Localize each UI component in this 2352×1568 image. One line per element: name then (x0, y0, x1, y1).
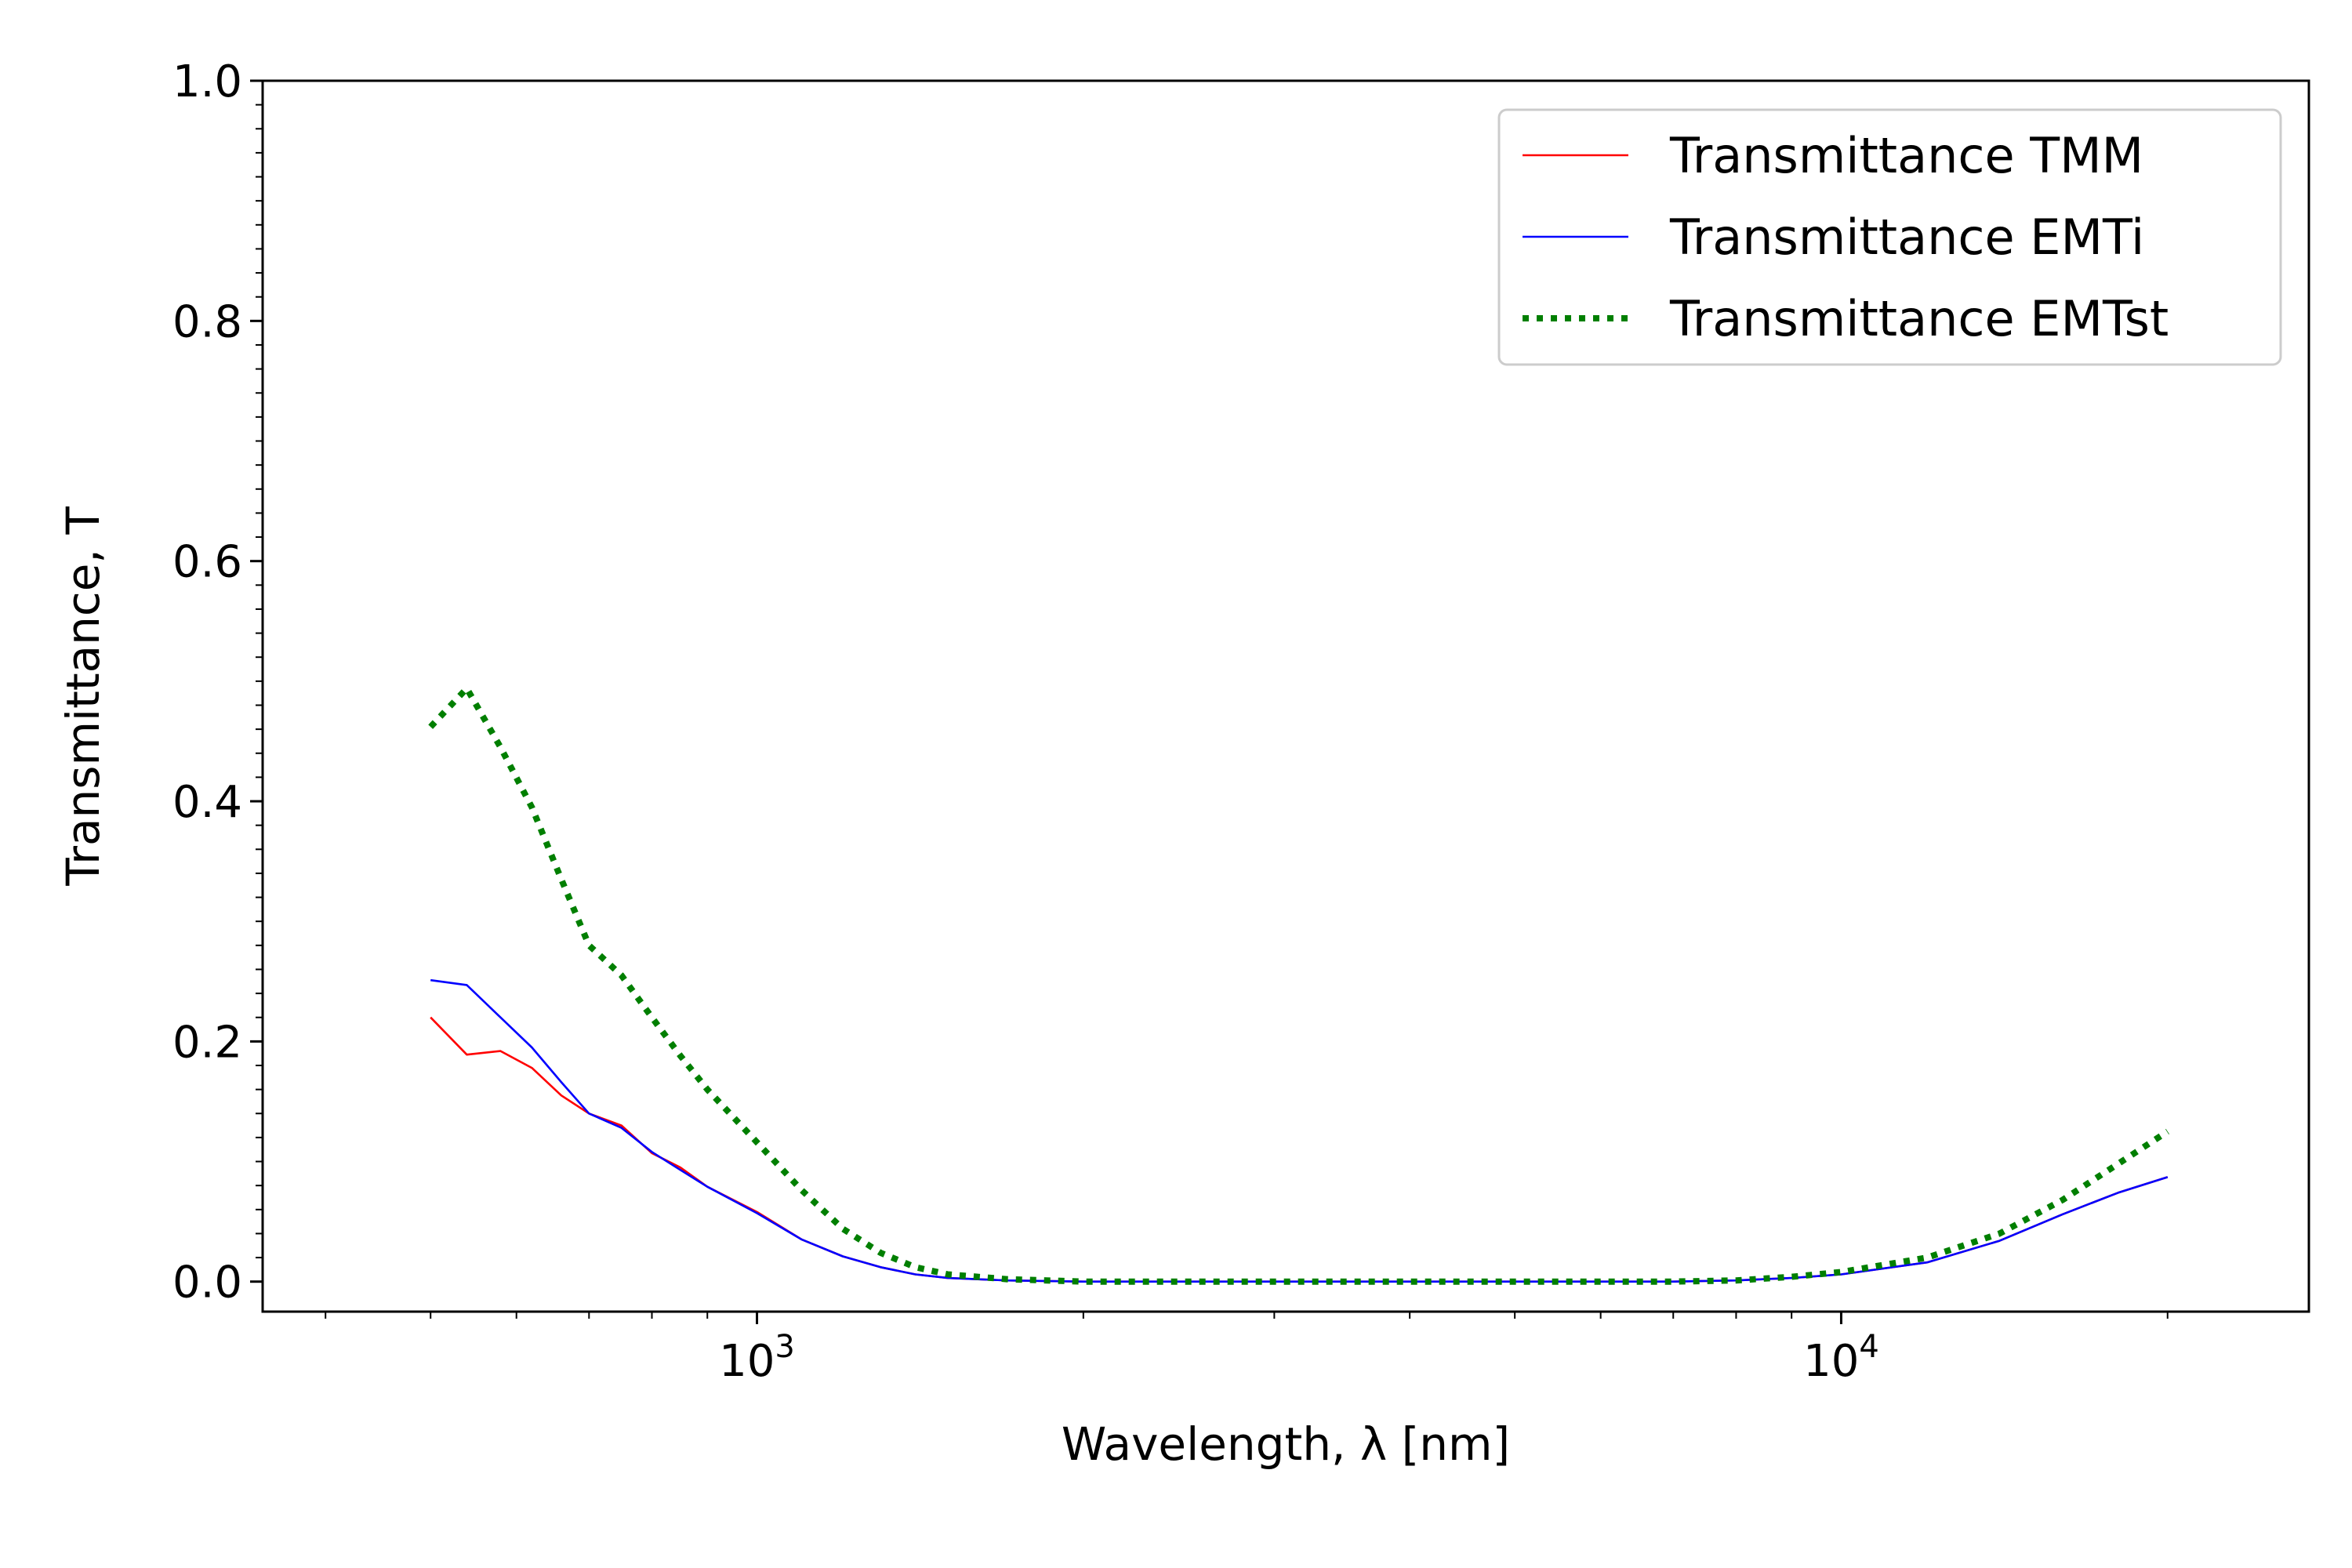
legend: Transmittance TMM Transmittance EMTi Trans… (1497, 108, 2282, 366)
y-tick-label: 0.4 (172, 777, 242, 828)
legend-label-3: Transmittance EMTst (1669, 290, 2169, 347)
series-group (428, 685, 2169, 1285)
y-tick-label: 0.0 (172, 1258, 242, 1308)
x-tick-label: 104 (1803, 1329, 1879, 1387)
y-axis-title: Transmittance, T (56, 506, 110, 887)
series-line-1 (430, 1016, 2169, 1283)
plot-area (428, 685, 2169, 1285)
legend-label-2: Transmittance EMTi (1669, 209, 2144, 266)
axis-labels: Wavelength, λ [nm] Transmittance, T (56, 506, 1510, 1471)
x-tick-label: 103 (719, 1329, 795, 1387)
y-tick-label: 0.6 (172, 537, 242, 588)
legend-label-1: Transmittance TMM (1669, 127, 2143, 184)
axes: 0.0 0.2 0.4 0.6 0.8 1.0 103 104 (172, 56, 2310, 1387)
series-line-3 (428, 685, 2169, 1285)
x-axis-title: Wavelength, λ [nm] (1062, 1417, 1510, 1471)
series-line-2 (430, 978, 2169, 1283)
axes-frame (261, 79, 2310, 1313)
y-tick-label: 0.8 (172, 296, 242, 347)
y-tick-label: 0.2 (172, 1017, 242, 1068)
y-tick-label: 1.0 (172, 56, 242, 107)
legend-box (1497, 108, 2282, 366)
